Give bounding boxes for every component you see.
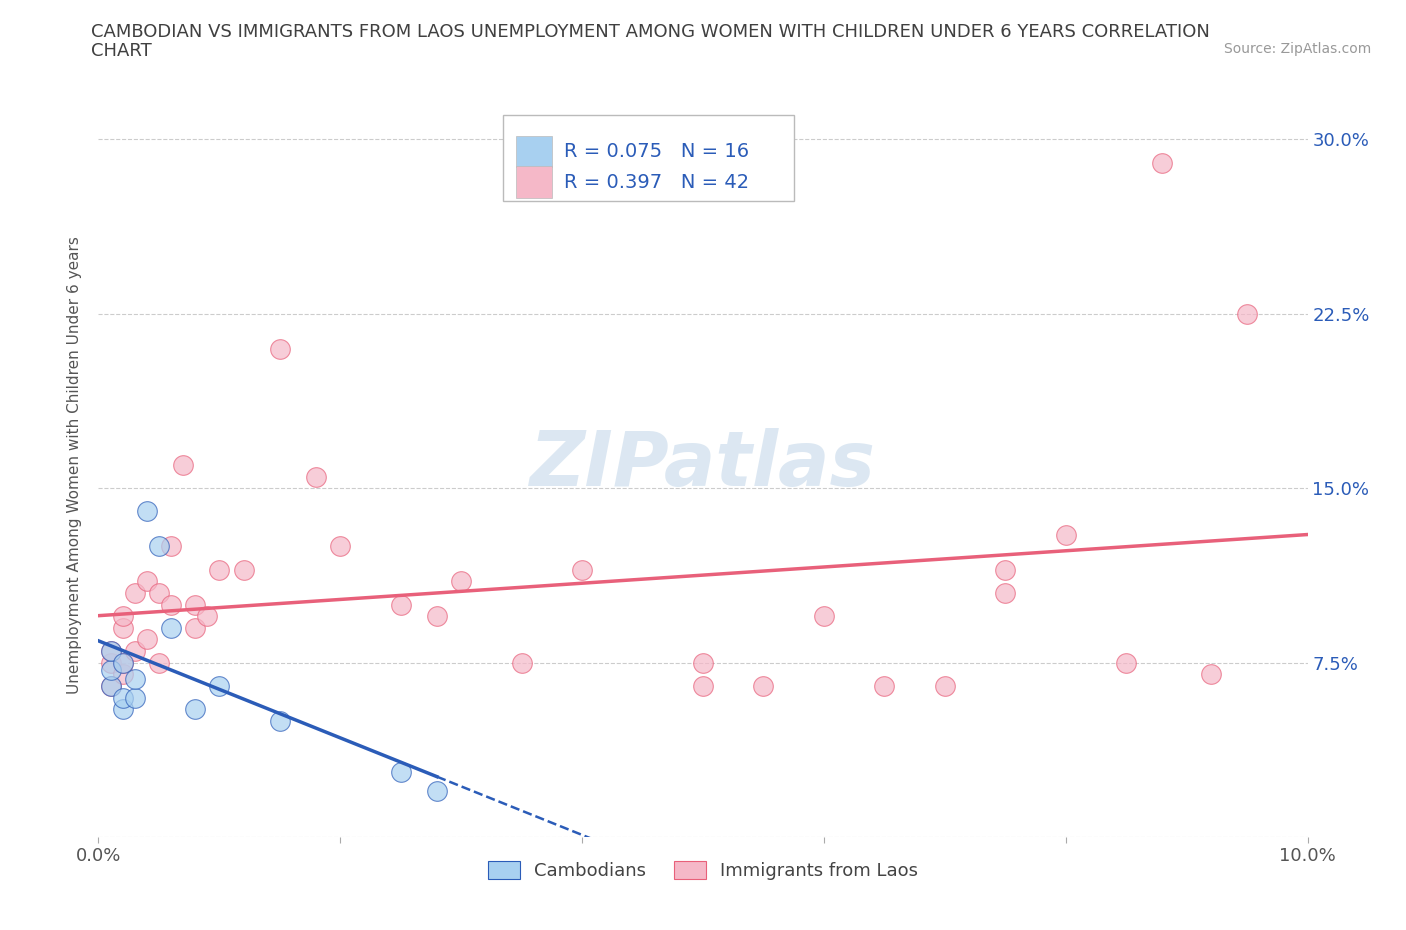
Point: [135, 504, 157, 519]
Point: [160, 597, 183, 612]
Point: [1115, 656, 1137, 671]
Point: [184, 620, 207, 635]
Point: [160, 620, 183, 635]
Point: [184, 702, 207, 717]
Point: [111, 656, 134, 671]
Point: [208, 562, 231, 577]
Text: CHART: CHART: [91, 42, 152, 60]
Y-axis label: Unemployment Among Women with Children Under 6 years: Unemployment Among Women with Children U…: [67, 236, 83, 694]
Point: [426, 609, 449, 624]
Text: CAMBODIAN VS IMMIGRANTS FROM LAOS UNEMPLOYMENT AMONG WOMEN WITH CHILDREN UNDER 6: CAMBODIAN VS IMMIGRANTS FROM LAOS UNEMPL…: [91, 23, 1211, 41]
Point: [111, 667, 134, 682]
Point: [450, 574, 472, 589]
Point: [100, 644, 122, 658]
Point: [934, 679, 956, 694]
Point: [100, 679, 122, 694]
Point: [692, 679, 714, 694]
Point: [329, 539, 352, 554]
Point: [184, 597, 207, 612]
Point: [111, 702, 134, 717]
Point: [752, 679, 775, 694]
FancyBboxPatch shape: [516, 136, 551, 166]
Point: [692, 656, 714, 671]
Point: [124, 644, 146, 658]
Point: [111, 656, 134, 671]
Point: [305, 469, 328, 484]
Point: [1199, 667, 1222, 682]
Point: [269, 341, 291, 356]
Point: [426, 783, 449, 798]
FancyBboxPatch shape: [503, 115, 793, 201]
Point: [148, 539, 170, 554]
Point: [389, 597, 412, 612]
Point: [100, 644, 122, 658]
Point: [994, 586, 1017, 601]
Point: [389, 764, 412, 779]
Point: [135, 632, 157, 647]
FancyBboxPatch shape: [516, 166, 551, 198]
Point: [111, 620, 134, 635]
Point: [160, 539, 183, 554]
Point: [124, 690, 146, 705]
Point: [1236, 307, 1258, 322]
Point: [135, 574, 157, 589]
Point: [571, 562, 593, 577]
Point: [111, 609, 134, 624]
Point: [873, 679, 896, 694]
Text: Source: ZipAtlas.com: Source: ZipAtlas.com: [1223, 42, 1371, 56]
Point: [124, 586, 146, 601]
Point: [208, 679, 231, 694]
Point: [100, 656, 122, 671]
Point: [100, 662, 122, 677]
Point: [813, 609, 835, 624]
Text: R = 0.397   N = 42: R = 0.397 N = 42: [564, 173, 749, 192]
Point: [148, 586, 170, 601]
Text: R = 0.075   N = 16: R = 0.075 N = 16: [564, 141, 749, 161]
Point: [148, 656, 170, 671]
Point: [100, 679, 122, 694]
Point: [994, 562, 1017, 577]
Point: [172, 458, 194, 472]
Point: [1054, 527, 1077, 542]
Text: ZIPatlas: ZIPatlas: [530, 428, 876, 502]
Point: [124, 671, 146, 686]
Point: [510, 656, 533, 671]
Point: [232, 562, 254, 577]
Point: [1152, 155, 1174, 170]
Point: [195, 609, 218, 624]
Legend: Cambodians, Immigrants from Laos: Cambodians, Immigrants from Laos: [481, 855, 925, 887]
Point: [111, 690, 134, 705]
Point: [269, 713, 291, 728]
